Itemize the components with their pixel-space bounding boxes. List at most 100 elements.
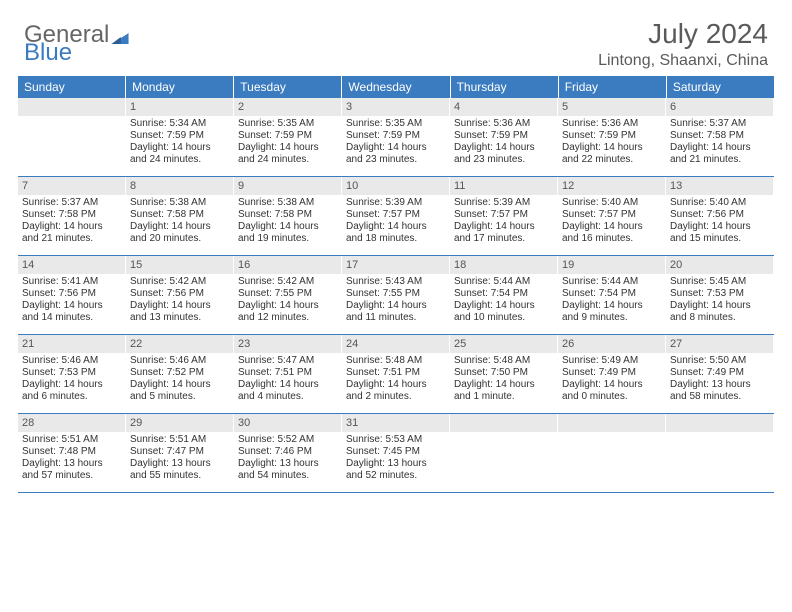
calendar-cell: 6Sunrise: 5:37 AMSunset: 7:58 PMDaylight… <box>666 98 774 176</box>
calendar-cell: 2Sunrise: 5:35 AMSunset: 7:59 PMDaylight… <box>234 98 342 176</box>
calendar-week: 21Sunrise: 5:46 AMSunset: 7:53 PMDayligh… <box>18 335 774 414</box>
day-number: 22 <box>126 335 233 353</box>
sunrise-text: Sunrise: 5:41 AM <box>22 276 121 288</box>
sunrise-text: Sunrise: 5:39 AM <box>454 197 553 209</box>
sunset-text: Sunset: 7:59 PM <box>562 130 661 142</box>
day-details: Sunrise: 5:45 AMSunset: 7:53 PMDaylight:… <box>666 274 773 328</box>
sunset-text: Sunset: 7:55 PM <box>346 288 445 300</box>
sunset-text: Sunset: 7:51 PM <box>346 367 445 379</box>
day-number: 6 <box>666 98 773 116</box>
sunrise-text: Sunrise: 5:42 AM <box>238 276 337 288</box>
calendar-cell: 20Sunrise: 5:45 AMSunset: 7:53 PMDayligh… <box>666 256 774 334</box>
calendar-cell: 22Sunrise: 5:46 AMSunset: 7:52 PMDayligh… <box>126 335 234 413</box>
daylight-text: Daylight: 14 hours and 10 minutes. <box>454 300 553 324</box>
day-number: 15 <box>126 256 233 274</box>
daylight-text: Daylight: 14 hours and 15 minutes. <box>670 221 769 245</box>
day-details: Sunrise: 5:50 AMSunset: 7:49 PMDaylight:… <box>666 353 773 407</box>
day-number: 5 <box>558 98 665 116</box>
calendar-cell <box>558 414 666 492</box>
daylight-text: Daylight: 14 hours and 24 minutes. <box>130 142 229 166</box>
sunrise-text: Sunrise: 5:52 AM <box>238 434 337 446</box>
day-number: 31 <box>342 414 449 432</box>
sunrise-text: Sunrise: 5:34 AM <box>130 118 229 130</box>
weekday-header: Thursday <box>451 76 559 98</box>
sunrise-text: Sunrise: 5:50 AM <box>670 355 769 367</box>
calendar-cell: 7Sunrise: 5:37 AMSunset: 7:58 PMDaylight… <box>18 177 126 255</box>
calendar-cell: 19Sunrise: 5:44 AMSunset: 7:54 PMDayligh… <box>558 256 666 334</box>
weekday-header: Wednesday <box>342 76 450 98</box>
day-number: 7 <box>18 177 125 195</box>
sunrise-text: Sunrise: 5:49 AM <box>562 355 661 367</box>
day-details: Sunrise: 5:44 AMSunset: 7:54 PMDaylight:… <box>558 274 665 328</box>
daylight-text: Daylight: 14 hours and 2 minutes. <box>346 379 445 403</box>
sunrise-text: Sunrise: 5:36 AM <box>562 118 661 130</box>
day-number: 27 <box>666 335 773 353</box>
day-number <box>18 98 125 116</box>
calendar-cell: 17Sunrise: 5:43 AMSunset: 7:55 PMDayligh… <box>342 256 450 334</box>
day-details: Sunrise: 5:44 AMSunset: 7:54 PMDaylight:… <box>450 274 557 328</box>
calendar-cell: 3Sunrise: 5:35 AMSunset: 7:59 PMDaylight… <box>342 98 450 176</box>
sunset-text: Sunset: 7:57 PM <box>454 209 553 221</box>
sunset-text: Sunset: 7:48 PM <box>22 446 121 458</box>
sunrise-text: Sunrise: 5:39 AM <box>346 197 445 209</box>
day-number: 19 <box>558 256 665 274</box>
daylight-text: Daylight: 13 hours and 57 minutes. <box>22 458 121 482</box>
daylight-text: Daylight: 14 hours and 21 minutes. <box>22 221 121 245</box>
day-details: Sunrise: 5:35 AMSunset: 7:59 PMDaylight:… <box>342 116 449 170</box>
day-details: Sunrise: 5:35 AMSunset: 7:59 PMDaylight:… <box>234 116 341 170</box>
calendar-grid: 1Sunrise: 5:34 AMSunset: 7:59 PMDaylight… <box>0 98 792 493</box>
sunrise-text: Sunrise: 5:46 AM <box>130 355 229 367</box>
calendar-cell: 23Sunrise: 5:47 AMSunset: 7:51 PMDayligh… <box>234 335 342 413</box>
calendar-cell: 27Sunrise: 5:50 AMSunset: 7:49 PMDayligh… <box>666 335 774 413</box>
calendar-cell: 30Sunrise: 5:52 AMSunset: 7:46 PMDayligh… <box>234 414 342 492</box>
calendar-cell: 14Sunrise: 5:41 AMSunset: 7:56 PMDayligh… <box>18 256 126 334</box>
day-number: 1 <box>126 98 233 116</box>
day-number: 4 <box>450 98 557 116</box>
calendar-cell: 12Sunrise: 5:40 AMSunset: 7:57 PMDayligh… <box>558 177 666 255</box>
sunset-text: Sunset: 7:58 PM <box>670 130 769 142</box>
day-details: Sunrise: 5:43 AMSunset: 7:55 PMDaylight:… <box>342 274 449 328</box>
daylight-text: Daylight: 14 hours and 6 minutes. <box>22 379 121 403</box>
calendar-cell: 10Sunrise: 5:39 AMSunset: 7:57 PMDayligh… <box>342 177 450 255</box>
brand-logo: GeneralBlue <box>24 24 130 64</box>
daylight-text: Daylight: 14 hours and 5 minutes. <box>130 379 229 403</box>
day-number: 25 <box>450 335 557 353</box>
daylight-text: Daylight: 14 hours and 21 minutes. <box>670 142 769 166</box>
daylight-text: Daylight: 14 hours and 17 minutes. <box>454 221 553 245</box>
daylight-text: Daylight: 14 hours and 12 minutes. <box>238 300 337 324</box>
sunset-text: Sunset: 7:58 PM <box>130 209 229 221</box>
daylight-text: Daylight: 14 hours and 24 minutes. <box>238 142 337 166</box>
sunset-text: Sunset: 7:46 PM <box>238 446 337 458</box>
day-details: Sunrise: 5:51 AMSunset: 7:48 PMDaylight:… <box>18 432 125 486</box>
weekday-header: Saturday <box>667 76 774 98</box>
calendar-cell: 5Sunrise: 5:36 AMSunset: 7:59 PMDaylight… <box>558 98 666 176</box>
sunrise-text: Sunrise: 5:51 AM <box>130 434 229 446</box>
calendar-cell <box>666 414 774 492</box>
sunrise-text: Sunrise: 5:40 AM <box>562 197 661 209</box>
day-number: 11 <box>450 177 557 195</box>
daylight-text: Daylight: 14 hours and 1 minute. <box>454 379 553 403</box>
day-number: 9 <box>234 177 341 195</box>
day-details: Sunrise: 5:39 AMSunset: 7:57 PMDaylight:… <box>342 195 449 249</box>
day-number: 18 <box>450 256 557 274</box>
calendar-cell: 21Sunrise: 5:46 AMSunset: 7:53 PMDayligh… <box>18 335 126 413</box>
title-block: July 2024 Lintong, Shaanxi, China <box>598 18 768 70</box>
day-details: Sunrise: 5:52 AMSunset: 7:46 PMDaylight:… <box>234 432 341 486</box>
sunrise-text: Sunrise: 5:48 AM <box>346 355 445 367</box>
day-number: 16 <box>234 256 341 274</box>
day-details: Sunrise: 5:34 AMSunset: 7:59 PMDaylight:… <box>126 116 233 170</box>
daylight-text: Daylight: 14 hours and 14 minutes. <box>22 300 121 324</box>
calendar-cell: 24Sunrise: 5:48 AMSunset: 7:51 PMDayligh… <box>342 335 450 413</box>
day-number: 29 <box>126 414 233 432</box>
calendar-cell: 18Sunrise: 5:44 AMSunset: 7:54 PMDayligh… <box>450 256 558 334</box>
calendar-cell <box>450 414 558 492</box>
day-number: 17 <box>342 256 449 274</box>
daylight-text: Daylight: 14 hours and 8 minutes. <box>670 300 769 324</box>
sunset-text: Sunset: 7:57 PM <box>346 209 445 221</box>
sunset-text: Sunset: 7:49 PM <box>670 367 769 379</box>
day-details: Sunrise: 5:37 AMSunset: 7:58 PMDaylight:… <box>666 116 773 170</box>
day-number: 28 <box>18 414 125 432</box>
day-details: Sunrise: 5:39 AMSunset: 7:57 PMDaylight:… <box>450 195 557 249</box>
daylight-text: Daylight: 14 hours and 23 minutes. <box>346 142 445 166</box>
day-details: Sunrise: 5:48 AMSunset: 7:50 PMDaylight:… <box>450 353 557 407</box>
